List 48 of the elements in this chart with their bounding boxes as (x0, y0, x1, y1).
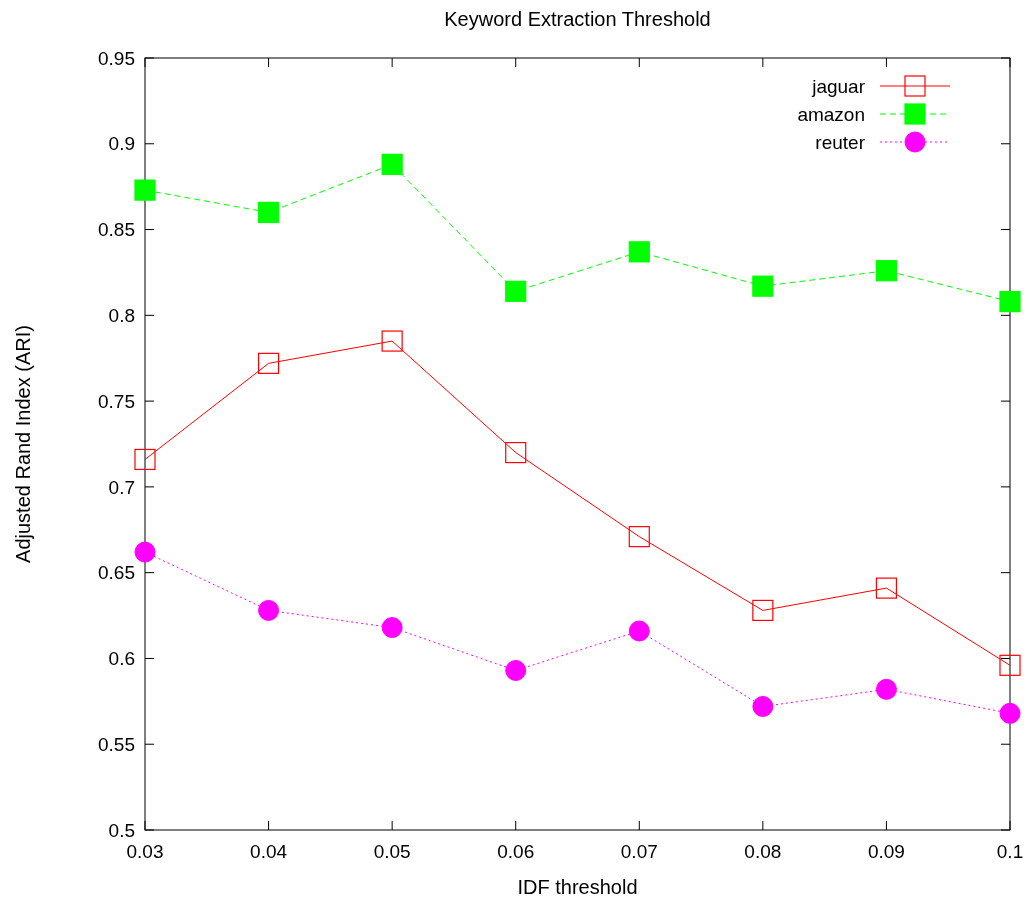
point (875, 260, 898, 282)
point (999, 291, 1021, 313)
x-tick-label: 0.04 (250, 841, 288, 862)
point (999, 654, 1021, 676)
x-tick-label: 0.07 (620, 841, 658, 862)
point (752, 599, 774, 622)
y-tick-label: 0.75 (98, 390, 135, 412)
x-tick-label: 0.03 (126, 841, 164, 862)
point (752, 275, 774, 297)
chart-title: Keyword Extraction Threshold (444, 8, 711, 30)
y-tick-label: 0.9 (108, 133, 135, 155)
y-tick-label: 0.6 (108, 648, 135, 670)
point (134, 541, 156, 563)
y-tick-label: 0.8 (108, 304, 135, 326)
point (505, 280, 527, 302)
point (875, 577, 898, 599)
legend-label: reuter (815, 131, 866, 153)
point (628, 241, 650, 263)
point (875, 678, 897, 700)
point (257, 201, 280, 223)
x-tick-label: 0.08 (744, 841, 782, 862)
point (752, 695, 774, 717)
x-tick-label: 0.06 (497, 841, 535, 862)
point (628, 620, 650, 642)
point (134, 448, 156, 471)
y-tick-label: 0.55 (98, 733, 135, 755)
x-tick-label: 0.1 (996, 841, 1024, 862)
point (628, 526, 650, 548)
y-tick-label: 0.5 (108, 819, 135, 841)
point (134, 179, 156, 201)
point (381, 330, 403, 352)
x-tick-label: 0.05 (373, 841, 411, 862)
y-tick-label: 0.65 (98, 562, 135, 584)
x-axis-title: IDF threshold (517, 876, 638, 898)
legend-label: amazon (797, 103, 865, 125)
point (257, 352, 280, 374)
x-tick-label: 0.09 (867, 841, 905, 862)
point (381, 617, 403, 639)
legend-label: jaguar (811, 75, 866, 97)
point (381, 153, 403, 175)
point (999, 702, 1021, 724)
point (258, 599, 280, 621)
y-tick-label: 0.85 (98, 219, 135, 241)
y-axis-title: Adjusted Rand Index (ARI) (12, 325, 34, 563)
y-tick-label: 0.7 (108, 476, 135, 498)
y-tick-label: 0.95 (98, 47, 135, 69)
point (505, 659, 527, 681)
point (505, 441, 527, 464)
